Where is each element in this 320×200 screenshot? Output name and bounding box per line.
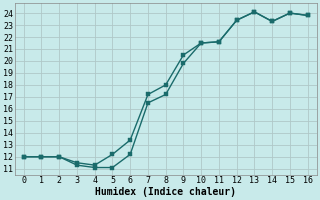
X-axis label: Humidex (Indice chaleur): Humidex (Indice chaleur) xyxy=(95,186,236,197)
